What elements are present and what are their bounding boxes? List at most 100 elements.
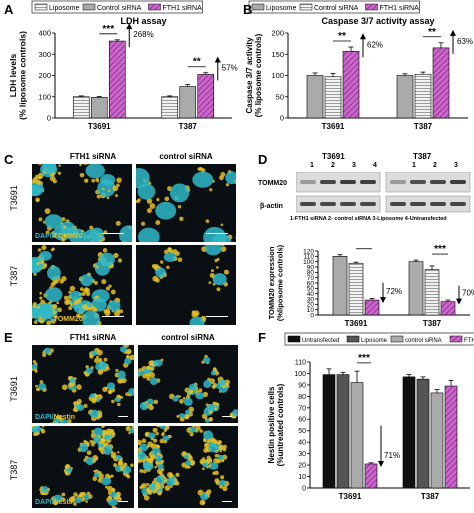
actin-band [450, 202, 466, 206]
c-row-t387: T387 [9, 265, 19, 287]
cytoplasm-stain [156, 468, 163, 475]
cytoplasm-stain [42, 352, 47, 358]
bar [324, 76, 342, 119]
cytoplasm-stain [69, 285, 76, 292]
cytoplasm-stain [94, 358, 100, 364]
cytoplasm-stain [85, 500, 88, 503]
y-tick-label: 50 [298, 428, 306, 435]
significance-stars: *** [102, 24, 114, 35]
nucleus [203, 430, 214, 441]
nucleus [89, 409, 99, 419]
cytoplasm-stain [40, 260, 44, 264]
cytoplasm-stain [147, 441, 154, 448]
nucleus [188, 383, 197, 391]
nucleus [206, 404, 215, 412]
nucleus [41, 485, 49, 493]
cytoplasm-stain [86, 491, 91, 496]
nucleus [43, 164, 57, 174]
cytoplasm-stain [111, 399, 115, 404]
cytoplasm-stain [148, 404, 154, 411]
legend-label: Control siRNA [97, 5, 142, 12]
cytoplasm-stain [110, 474, 114, 478]
bar [161, 96, 179, 119]
nucleus [149, 377, 158, 386]
nucleus [185, 409, 191, 415]
bar [348, 262, 364, 316]
cytoplasm-stain [92, 476, 98, 482]
bar [416, 378, 430, 489]
category-label: T3691 [88, 122, 111, 131]
nucleus [139, 402, 149, 411]
e-col-control: control siRNA [161, 333, 215, 342]
cytoplasm-stain [43, 263, 48, 267]
nucleus [32, 426, 42, 433]
nucleus [146, 398, 154, 406]
cytoplasm-stain [146, 376, 151, 381]
y-tick-label: 400 [38, 29, 51, 38]
bar [402, 376, 416, 489]
nucleus [66, 467, 73, 473]
cytoplasm-stain [184, 414, 190, 420]
nucleus [44, 214, 63, 229]
nucleus [98, 361, 107, 370]
legend-swatch [251, 3, 265, 11]
cytoplasm-stain [63, 225, 67, 229]
cytoplasm-stain [110, 289, 116, 295]
tomm20-band [360, 180, 376, 184]
bar [414, 73, 432, 119]
cytoplasm-stain [69, 302, 73, 306]
lane-number: 2 [331, 162, 335, 169]
legend-label: Control siRNA [314, 5, 359, 12]
cytoplasm-stain [179, 216, 184, 222]
chart-title: LDH assay [120, 16, 166, 26]
cytoplasm-stain [126, 474, 131, 479]
cytoplasm-stain [40, 429, 46, 434]
cytoplasm-stain [160, 460, 164, 465]
cytoplasm-stain [33, 272, 37, 276]
cytoplasm-stain [72, 408, 77, 412]
cytoplasm-stain [103, 357, 108, 362]
blot-strip-tomm20-a [296, 172, 381, 193]
cytoplasm-stain [105, 366, 110, 371]
cytoplasm-stain [61, 237, 66, 242]
cytoplasm-stain [123, 462, 128, 467]
cytoplasm-stain [220, 246, 227, 252]
change-arrowhead [378, 460, 384, 467]
cytoplasm-stain [216, 257, 220, 261]
y-tick-label: 150 [271, 50, 284, 59]
y-tick-label: 200 [38, 71, 51, 80]
y-axis-label: LDH levels [8, 53, 18, 97]
cytoplasm-stain [146, 208, 152, 214]
actin-band [430, 202, 446, 206]
bar [430, 392, 444, 489]
y-axis-label: (%liposome controls) [276, 245, 285, 321]
legend-label: Liposome [266, 5, 296, 12]
tomm20-band [340, 180, 356, 184]
cytoplasm-stain [50, 422, 54, 423]
nucleus [172, 395, 179, 402]
cytoplasm-stain [176, 414, 180, 418]
cytoplasm-stain [102, 248, 108, 253]
cytoplasm-stain [200, 460, 204, 464]
cytoplasm-stain [221, 245, 225, 247]
nucleus [122, 465, 132, 474]
cytoplasm-stain [45, 230, 50, 235]
cytoplasm-stain [104, 485, 108, 489]
nucleus [74, 496, 82, 504]
cytoplasm-stain [46, 320, 52, 325]
cytoplasm-stain [175, 472, 180, 477]
cytoplasm-stain [146, 198, 153, 204]
nucleus [129, 428, 134, 434]
cytoplasm-stain [82, 304, 88, 310]
cytoplasm-stain [139, 468, 144, 473]
c-row-t3691: T3691 [9, 185, 19, 211]
category-label: T387 [179, 122, 198, 131]
cytoplasm-stain [76, 313, 80, 318]
significance-stars: ** [428, 27, 436, 38]
cytoplasm-stain [83, 439, 87, 443]
nucleus [143, 462, 154, 471]
cytoplasm-stain [141, 438, 147, 444]
micro-c-fth1-t3691: DAPI/TOMM20 [32, 164, 132, 242]
nucleus [83, 229, 101, 242]
lane-number: 3 [454, 162, 458, 169]
